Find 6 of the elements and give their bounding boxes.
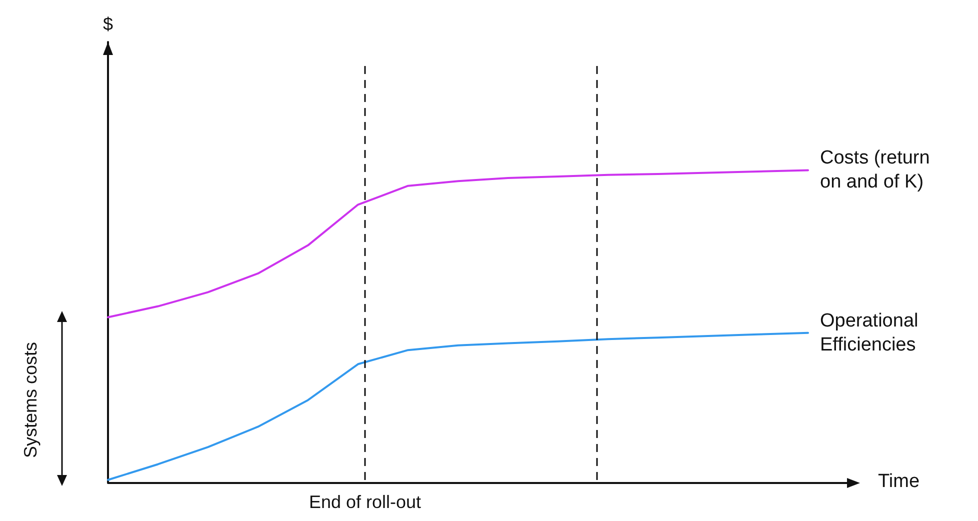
series-label: Operational Efficiencies — [820, 310, 924, 356]
text: Systems costs — [20, 342, 42, 458]
text: $ — [102, 14, 114, 35]
text: End of roll-out — [308, 492, 422, 513]
x-axis-title: Time — [878, 471, 920, 493]
series-label: Costs (return on and of K) — [820, 148, 936, 193]
